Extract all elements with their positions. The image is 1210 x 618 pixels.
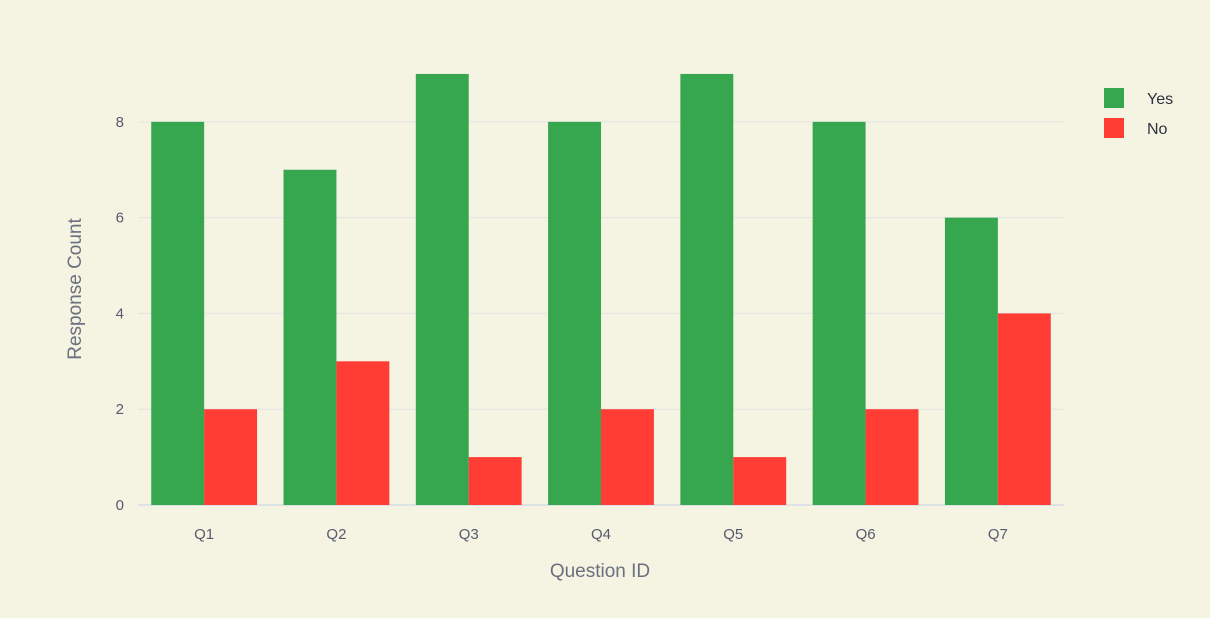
bar-yes-q5[interactable]	[680, 73, 734, 506]
x-tick-label: Q2	[326, 526, 346, 543]
y-tick-label: 0	[116, 497, 124, 514]
bar-yes-q7[interactable]	[944, 217, 998, 505]
bar-yes-q6[interactable]	[812, 121, 866, 505]
legend-item-yes[interactable]: Yes	[1104, 88, 1173, 108]
legend-item-no[interactable]: No	[1104, 118, 1168, 138]
x-tick-label: Q1	[194, 526, 214, 543]
y-axis: 0 2 4 6 8	[116, 114, 124, 514]
y-tick-label: 2	[116, 401, 124, 418]
x-tick-label: Q3	[459, 526, 479, 543]
legend-label: No	[1147, 121, 1168, 138]
y-tick-label: 6	[116, 210, 124, 227]
bar-no-q3[interactable]	[468, 457, 522, 505]
legend[interactable]: Yes No	[1104, 88, 1173, 138]
x-tick-label: Q4	[591, 526, 611, 543]
legend-swatch	[1104, 88, 1124, 108]
x-tick-label: Q5	[723, 526, 743, 543]
bar-yes-q3[interactable]	[415, 73, 469, 506]
bar-yes-q1[interactable]	[151, 121, 205, 505]
bar-yes-q4[interactable]	[548, 121, 601, 505]
y-axis-title: Response Count	[65, 218, 86, 360]
y-tick-label: 4	[116, 305, 124, 322]
bar-yes-q2[interactable]	[283, 169, 337, 505]
x-axis: Q1 Q2 Q3 Q4 Q5 Q6 Q7	[194, 526, 1008, 543]
x-tick-label: Q6	[856, 526, 876, 543]
bar-no-q4[interactable]	[601, 409, 654, 505]
x-axis-title: Question ID	[550, 561, 650, 582]
bar-no-q5[interactable]	[733, 457, 787, 505]
bar-no-q1[interactable]	[204, 409, 258, 505]
bars-layer	[151, 73, 1051, 506]
bar-no-q6[interactable]	[865, 409, 919, 505]
x-tick-label: Q7	[988, 526, 1008, 543]
bar-no-q2[interactable]	[336, 361, 390, 505]
legend-swatch	[1104, 118, 1124, 138]
bar-no-q7[interactable]	[997, 313, 1051, 505]
legend-label: Yes	[1147, 91, 1173, 108]
y-tick-label: 8	[116, 114, 124, 131]
